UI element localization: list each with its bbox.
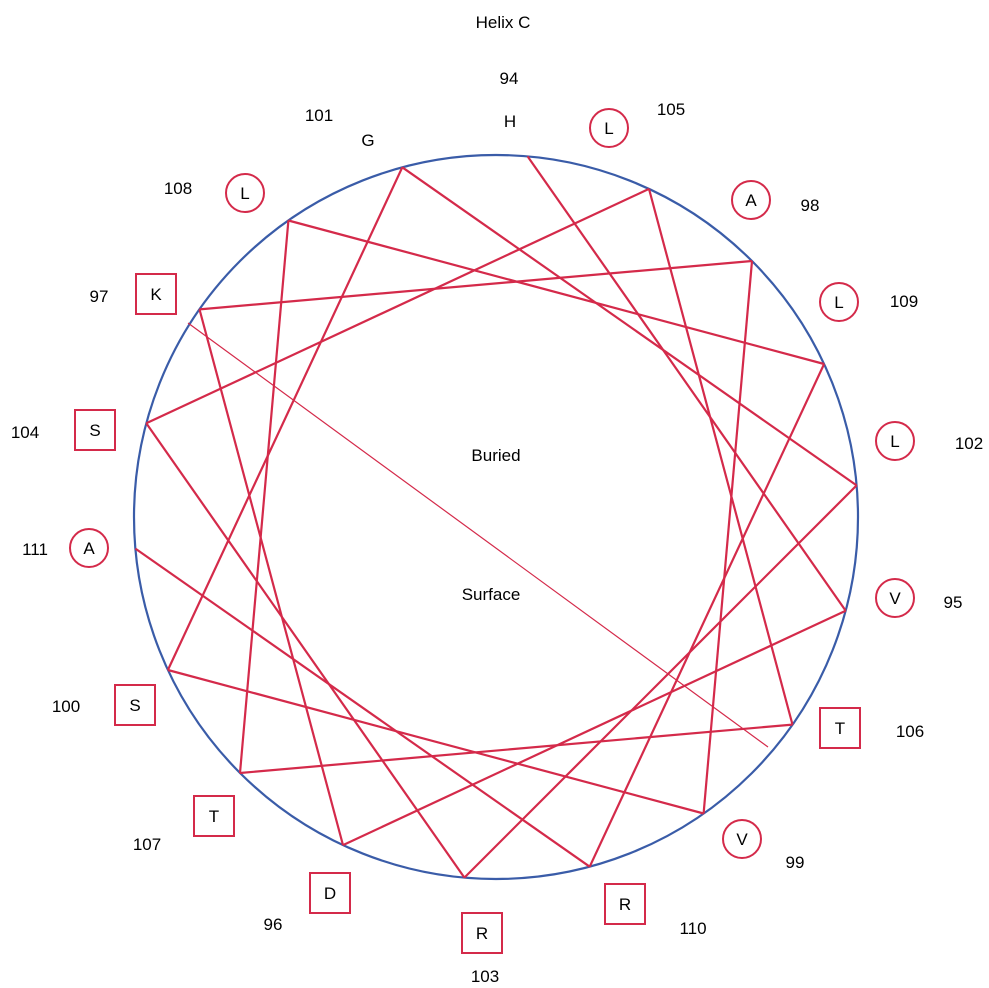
residue-letter: L (834, 293, 843, 312)
residue-number: 94 (500, 69, 519, 88)
residue-98: A 98 (731, 180, 820, 220)
hydrophobic-circle-marker (819, 282, 859, 322)
hydrophilic-square-marker (193, 795, 235, 837)
connection-segment (702, 260, 754, 814)
connection-segment (342, 609, 847, 847)
residue-letter: S (129, 696, 140, 715)
residue-102: L 102 (875, 421, 983, 461)
residue-108: L 108 (164, 173, 265, 213)
residue-number: 95 (944, 593, 963, 612)
residue-letter: H (504, 112, 516, 131)
residue-111: A 111 (22, 528, 109, 568)
connection-segment (288, 219, 825, 366)
residue-103: R 103 (461, 912, 503, 986)
residue-number: 106 (896, 722, 924, 741)
connection-segment (145, 187, 650, 425)
residue-number: 103 (471, 967, 499, 986)
residue-95: V 95 (875, 578, 963, 618)
hydrophobic-circle-marker (875, 421, 915, 461)
hydrophobic-circle-marker (225, 173, 265, 213)
residue-105: L 105 (589, 100, 685, 148)
connection-segment (167, 668, 704, 815)
hydrophilic-square-marker (309, 872, 351, 914)
residue-100: S 100 (52, 684, 156, 726)
residue-number: 97 (90, 287, 109, 306)
residue-letter: R (476, 924, 488, 943)
residue-number: 111 (22, 540, 48, 559)
connection-segment (647, 188, 794, 725)
residue-letter: L (240, 184, 249, 203)
connection-segment (526, 155, 847, 612)
residue-number: 107 (133, 835, 161, 854)
wheel-circle (132, 153, 860, 881)
residue-letter: L (890, 432, 899, 451)
residue-number: 98 (801, 196, 820, 215)
connection-segment (239, 723, 793, 775)
residue-letter: T (835, 719, 845, 738)
residue-letter: V (889, 589, 901, 608)
connection-segment (145, 422, 466, 879)
hydrophilic-square-marker (819, 707, 861, 749)
residue-number: 99 (786, 853, 805, 872)
residue-94: H 94 (500, 69, 519, 131)
connection-segment (463, 484, 858, 879)
residue-104: S 104 (11, 409, 116, 451)
residue-letter: A (745, 191, 757, 210)
residue-number: 110 (679, 919, 706, 938)
hydrophobic-circle-marker (722, 819, 762, 859)
buried-label: Buried (471, 446, 520, 465)
connection-segment (134, 547, 591, 868)
residue-107: T 107 (133, 795, 235, 854)
residue-97: K 97 (90, 273, 177, 315)
residue-letter: R (619, 895, 631, 914)
connection-segment (238, 220, 290, 774)
connection-segment (199, 259, 753, 311)
surface-label: Surface (462, 585, 521, 604)
hydrophilic-square-marker (604, 883, 646, 925)
residue-number: 108 (164, 179, 192, 198)
hydrophobic-circle-marker (731, 180, 771, 220)
hydrophilic-square-marker (135, 273, 177, 315)
residue-letter: S (89, 421, 100, 440)
hydrophilic-square-marker (74, 409, 116, 451)
residue-106: T 106 (819, 707, 924, 749)
buried-surface-divider (187, 322, 769, 748)
connection-segment (166, 166, 404, 671)
residue-number: 100 (52, 697, 80, 716)
residue-99: V 99 (722, 819, 805, 872)
connection-segment (198, 309, 345, 846)
residue-number: 96 (264, 915, 283, 934)
residue-number: 109 (890, 292, 918, 311)
residue-number: 105 (657, 100, 685, 119)
residue-number: 102 (955, 434, 983, 453)
residue-101: G 101 (305, 106, 375, 150)
residue-number: 101 (305, 106, 333, 125)
residue-number: 104 (11, 423, 39, 442)
hydrophilic-square-marker (461, 912, 503, 954)
diagram-title: Helix C (476, 13, 531, 32)
residue-96: D 96 (264, 872, 351, 934)
residue-letter: T (209, 807, 219, 826)
residue-letter: D (324, 884, 336, 903)
residue-labels: H 94 V 95 D 96 K 97 A 98 V 99 S 100 G 101 L 102 R 103 S 104 L 1… (11, 69, 983, 986)
residue-connection-path (134, 155, 858, 879)
hydrophilic-square-marker (114, 684, 156, 726)
hydrophobic-circle-marker (69, 528, 109, 568)
connection-segment (588, 363, 826, 868)
residue-109: L 109 (819, 282, 918, 322)
connection-segment (401, 166, 858, 487)
hydrophobic-circle-marker (875, 578, 915, 618)
residue-110: R 110 (604, 883, 707, 938)
residue-letter: G (361, 131, 374, 150)
residue-letter: K (150, 285, 162, 304)
residue-letter: L (604, 119, 613, 138)
residue-letter: V (736, 830, 748, 849)
hydrophobic-circle-marker (589, 108, 629, 148)
residue-letter: A (83, 539, 95, 558)
